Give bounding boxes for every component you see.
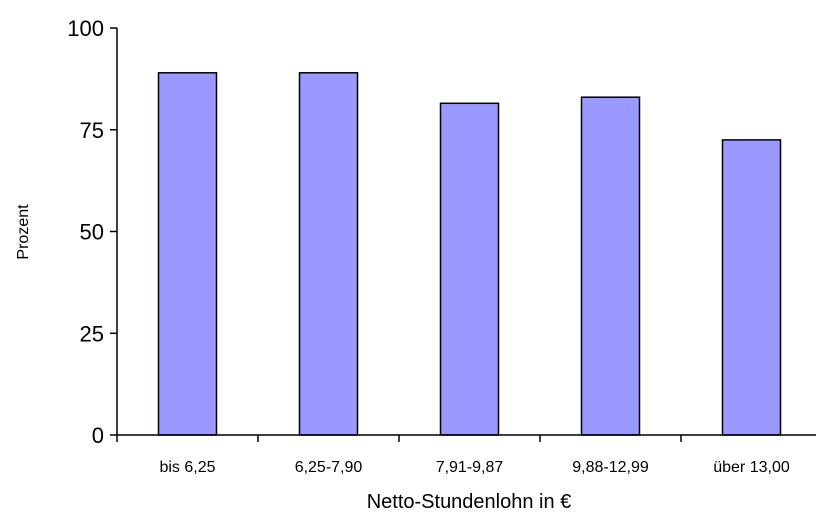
y-tick-label-50: 50 xyxy=(80,220,104,245)
bar-4 xyxy=(580,96,641,436)
x-tick-label-5: über 13,00 xyxy=(713,459,790,476)
labels-group: 0 25 50 75 100 bis 6,25 6,25-7,90 7,91-9,87 9,88… xyxy=(67,16,790,476)
y-tick-label-0: 0 xyxy=(92,423,104,448)
y-tick-label-100: 100 xyxy=(67,16,104,41)
x-tick-label-4: 9,88-12,99 xyxy=(572,459,649,476)
x-tick-label-2: 6,25-7,90 xyxy=(295,459,363,476)
x-tick-label-1: bis 6,25 xyxy=(159,459,215,476)
y-tick-label-75: 75 xyxy=(80,118,104,143)
bar-2 xyxy=(298,72,359,436)
bar-3 xyxy=(439,102,500,436)
ticks-group xyxy=(110,27,682,442)
bar-5 xyxy=(721,139,782,436)
bars-group xyxy=(157,72,782,436)
x-axis-title: Netto-Stundenlohn in € xyxy=(367,491,572,513)
bar-1 xyxy=(157,72,218,436)
x-tick-label-3: 7,91-9,87 xyxy=(436,459,504,476)
y-tick-label-25: 25 xyxy=(80,321,104,346)
y-axis-title: Prozent xyxy=(15,204,32,260)
